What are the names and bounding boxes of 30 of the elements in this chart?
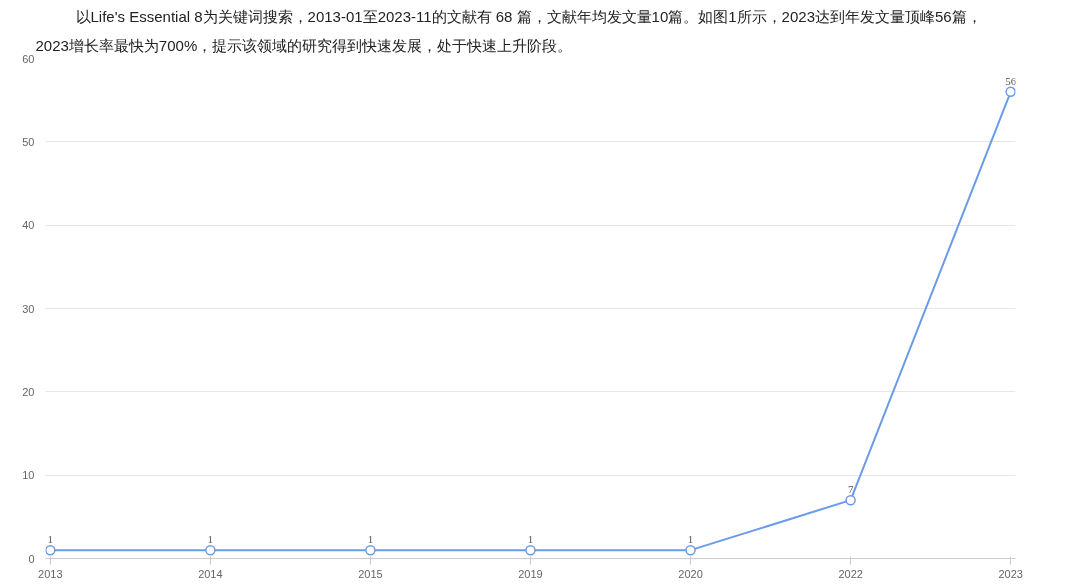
- data-label: 1: [367, 533, 374, 546]
- point: [685, 544, 696, 556]
- y-tick-label: 0: [28, 552, 35, 565]
- point: [1005, 86, 1016, 98]
- x-tick-label: 2014: [198, 567, 223, 580]
- data-label: 1: [687, 533, 694, 546]
- point: [845, 494, 856, 506]
- point: [365, 544, 376, 556]
- data-label: 56: [1005, 74, 1017, 87]
- data-label: 1: [207, 533, 214, 546]
- x-tick-label: 2020: [678, 567, 703, 580]
- y-tick-label: 10: [22, 469, 35, 482]
- data-label: 7: [847, 483, 854, 496]
- x-tick-label: 2023: [998, 567, 1023, 580]
- x-tick-label: 2019: [518, 567, 543, 580]
- text: 2023增长率最快为700%，提示该领域的研究得到快速发展，处于快速上升阶段。: [35, 36, 573, 54]
- x-tick-label: 2015: [358, 567, 383, 580]
- y-tick-label: 50: [22, 135, 35, 148]
- data-label: 1: [527, 533, 534, 546]
- y-tick-label: 30: [22, 302, 35, 315]
- text: 以Life's Essential 8为关键词搜索，2013-01至2023-11的文献有 68 篇，文献年均发文量10篇。如图1所示，2023达到年发文量顶峰56篇，: [75, 7, 982, 25]
- y-tick-label: 40: [22, 219, 35, 232]
- x-tick-label: 2022: [838, 567, 863, 580]
- x-tick-label: 2013: [38, 567, 63, 580]
- data-label: 1: [47, 533, 54, 546]
- y-tick-label: 60: [22, 52, 35, 65]
- point: [525, 544, 536, 556]
- point: [205, 544, 216, 556]
- point: [45, 544, 56, 556]
- y-tick-label: 20: [22, 385, 35, 398]
